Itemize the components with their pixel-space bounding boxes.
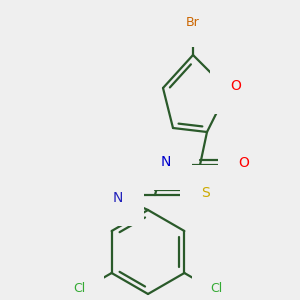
Text: N: N <box>113 191 123 205</box>
Text: Cl: Cl <box>211 283 223 296</box>
Text: H: H <box>102 191 112 205</box>
Text: Br: Br <box>186 16 200 28</box>
Text: S: S <box>201 186 209 200</box>
Text: O: O <box>231 79 242 93</box>
Text: H: H <box>150 155 160 169</box>
Text: N: N <box>161 155 171 169</box>
Text: Cl: Cl <box>73 283 86 296</box>
Text: O: O <box>238 156 249 170</box>
